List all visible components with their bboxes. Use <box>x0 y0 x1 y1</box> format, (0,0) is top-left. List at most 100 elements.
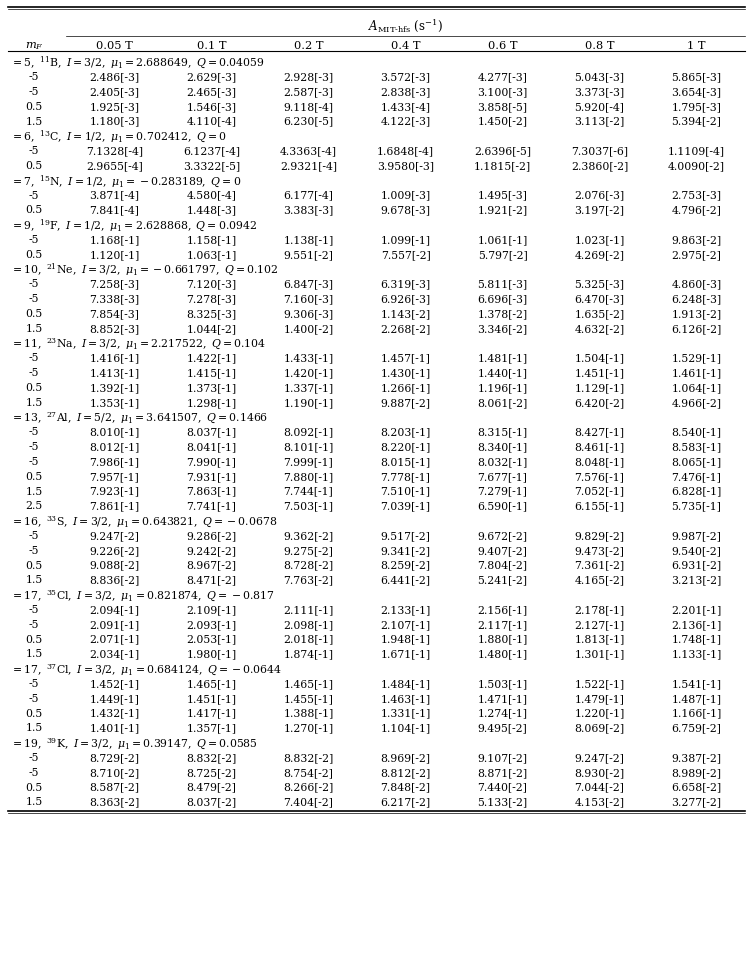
Text: 1.433[-4]: 1.433[-4] <box>380 102 431 112</box>
Text: 1.449[-1]: 1.449[-1] <box>90 693 139 703</box>
Text: 7.278[-3]: 7.278[-3] <box>187 294 236 304</box>
Text: $= 7,\ ^{15}$N$,\ I = 1/2,\ \mu_1 = -0.283189,\ Q = 0$: $= 7,\ ^{15}$N$,\ I = 1/2,\ \mu_1 = -0.2… <box>10 172 242 189</box>
Text: 9.088[-2]: 9.088[-2] <box>90 560 139 570</box>
Text: 7.848[-2]: 7.848[-2] <box>380 781 431 792</box>
Text: 2.156[-1]: 2.156[-1] <box>477 604 528 615</box>
Text: 1.1109[-4]: 1.1109[-4] <box>668 146 725 156</box>
Text: 4.153[-2]: 4.153[-2] <box>575 797 624 806</box>
Text: 7.338[-3]: 7.338[-3] <box>90 294 139 304</box>
Text: 8.540[-1]: 8.540[-1] <box>672 427 721 436</box>
Text: 9.517[-2]: 9.517[-2] <box>380 531 431 540</box>
Text: 2.405[-3]: 2.405[-3] <box>90 87 139 97</box>
Text: 0.5: 0.5 <box>26 102 43 112</box>
Text: 8.037[-2]: 8.037[-2] <box>187 797 236 806</box>
Text: 2.109[-1]: 2.109[-1] <box>187 604 236 615</box>
Text: 2.587[-3]: 2.587[-3] <box>283 87 334 97</box>
Text: 7.576[-1]: 7.576[-1] <box>575 472 624 481</box>
Text: 1.671[-1]: 1.671[-1] <box>380 649 431 659</box>
Text: 5.241[-2]: 5.241[-2] <box>477 575 528 585</box>
Text: 4.165[-2]: 4.165[-2] <box>575 575 624 585</box>
Text: 9.107[-2]: 9.107[-2] <box>477 752 528 762</box>
Text: 6.828[-1]: 6.828[-1] <box>672 486 721 497</box>
Text: 1.880[-1]: 1.880[-1] <box>477 634 528 644</box>
Text: 1 T: 1 T <box>687 41 706 51</box>
Text: 6.420[-2]: 6.420[-2] <box>575 397 624 407</box>
Text: 7.440[-2]: 7.440[-2] <box>477 781 527 792</box>
Text: 8.065[-1]: 8.065[-1] <box>672 456 721 466</box>
Text: -5: -5 <box>29 679 39 688</box>
Text: 1.5: 1.5 <box>26 722 43 733</box>
Text: 7.863[-1]: 7.863[-1] <box>187 486 236 497</box>
Text: 1.274[-1]: 1.274[-1] <box>477 708 528 718</box>
Text: 1.143[-2]: 1.143[-2] <box>380 309 431 318</box>
Text: 8.010[-1]: 8.010[-1] <box>90 427 139 436</box>
Text: -5: -5 <box>29 191 39 200</box>
Text: 2.053[-1]: 2.053[-1] <box>187 634 236 644</box>
Text: 1.795[-3]: 1.795[-3] <box>672 102 721 112</box>
Text: 4.860[-3]: 4.860[-3] <box>672 279 721 289</box>
Text: 1.158[-1]: 1.158[-1] <box>187 234 236 245</box>
Text: 3.113[-2]: 3.113[-2] <box>575 116 625 127</box>
Text: 4.632[-2]: 4.632[-2] <box>575 323 624 334</box>
Text: 8.266[-2]: 8.266[-2] <box>283 781 334 792</box>
Text: -5: -5 <box>29 456 39 466</box>
Text: 7.3037[-6]: 7.3037[-6] <box>571 146 628 156</box>
Text: 8.710[-2]: 8.710[-2] <box>90 767 139 777</box>
Text: 8.871[-2]: 8.871[-2] <box>477 767 528 777</box>
Text: 4.122[-3]: 4.122[-3] <box>380 116 431 127</box>
Text: 1.190[-1]: 1.190[-1] <box>283 397 334 407</box>
Text: 7.986[-1]: 7.986[-1] <box>90 456 139 466</box>
Text: 7.557[-2]: 7.557[-2] <box>380 250 431 259</box>
Text: 7.957[-1]: 7.957[-1] <box>90 472 139 481</box>
Text: 9.341[-2]: 9.341[-2] <box>380 545 431 556</box>
Text: 1.220[-1]: 1.220[-1] <box>575 708 625 718</box>
Text: 1.6848[-4]: 1.6848[-4] <box>377 146 434 156</box>
Text: 8.032[-1]: 8.032[-1] <box>477 456 528 466</box>
Text: 8.061[-2]: 8.061[-2] <box>477 397 528 407</box>
Text: 6.248[-3]: 6.248[-3] <box>672 294 721 304</box>
Text: 1.023[-1]: 1.023[-1] <box>575 234 625 245</box>
Text: 4.277[-3]: 4.277[-3] <box>477 72 527 82</box>
Text: 5.133[-2]: 5.133[-2] <box>477 797 528 806</box>
Text: $= 5,\ ^{11}$B$,\ I = 3/2,\ \mu_1 = 2.688649,\ Q = 0.04059$: $= 5,\ ^{11}$B$,\ I = 3/2,\ \mu_1 = 2.68… <box>10 54 264 71</box>
Text: 6.319[-3]: 6.319[-3] <box>380 279 431 289</box>
Text: 0.5: 0.5 <box>26 309 43 318</box>
Text: 2.094[-1]: 2.094[-1] <box>90 604 139 615</box>
Text: 1.266[-1]: 1.266[-1] <box>380 382 431 393</box>
Text: 3.373[-3]: 3.373[-3] <box>575 87 624 97</box>
Text: 1.416[-1]: 1.416[-1] <box>90 353 139 363</box>
Text: 8.812[-2]: 8.812[-2] <box>380 767 431 777</box>
Text: 1.465[-1]: 1.465[-1] <box>283 679 334 688</box>
Text: 1.465[-1]: 1.465[-1] <box>187 679 236 688</box>
Text: 3.871[-4]: 3.871[-4] <box>90 191 139 200</box>
Text: 4.110[-4]: 4.110[-4] <box>187 116 236 127</box>
Text: 1.479[-1]: 1.479[-1] <box>575 693 624 703</box>
Text: 8.583[-1]: 8.583[-1] <box>672 441 721 452</box>
Text: 8.969[-2]: 8.969[-2] <box>380 752 431 762</box>
Text: 1.448[-3]: 1.448[-3] <box>187 205 236 215</box>
Text: 1.635[-2]: 1.635[-2] <box>575 309 624 318</box>
Text: 2.753[-3]: 2.753[-3] <box>672 191 721 200</box>
Text: 8.832[-2]: 8.832[-2] <box>283 752 334 762</box>
Text: 0.5: 0.5 <box>26 560 43 570</box>
Text: 8.836[-2]: 8.836[-2] <box>90 575 139 585</box>
Text: 1.120[-1]: 1.120[-1] <box>90 250 139 259</box>
Text: 8.037[-1]: 8.037[-1] <box>187 427 236 436</box>
Text: 8.852[-3]: 8.852[-3] <box>90 323 139 334</box>
Text: 7.404[-2]: 7.404[-2] <box>284 797 334 806</box>
Text: 2.9655[-4]: 2.9655[-4] <box>86 161 143 171</box>
Text: 7.052[-1]: 7.052[-1] <box>575 486 624 497</box>
Text: 7.999[-1]: 7.999[-1] <box>284 456 334 466</box>
Text: 2.076[-3]: 2.076[-3] <box>575 191 624 200</box>
Text: 1.457[-1]: 1.457[-1] <box>380 353 431 363</box>
Text: 2.629[-3]: 2.629[-3] <box>187 72 236 82</box>
Text: 0.1 T: 0.1 T <box>197 41 226 51</box>
Text: 1.061[-1]: 1.061[-1] <box>477 234 528 245</box>
Text: 6.696[-3]: 6.696[-3] <box>477 294 528 304</box>
Text: 9.495[-2]: 9.495[-2] <box>477 722 527 733</box>
Text: 1.948[-1]: 1.948[-1] <box>380 634 431 644</box>
Text: 7.778[-1]: 7.778[-1] <box>380 472 431 481</box>
Text: 9.829[-2]: 9.829[-2] <box>575 531 624 540</box>
Text: 2.928[-3]: 2.928[-3] <box>283 72 334 82</box>
Text: 2.034[-1]: 2.034[-1] <box>90 649 139 659</box>
